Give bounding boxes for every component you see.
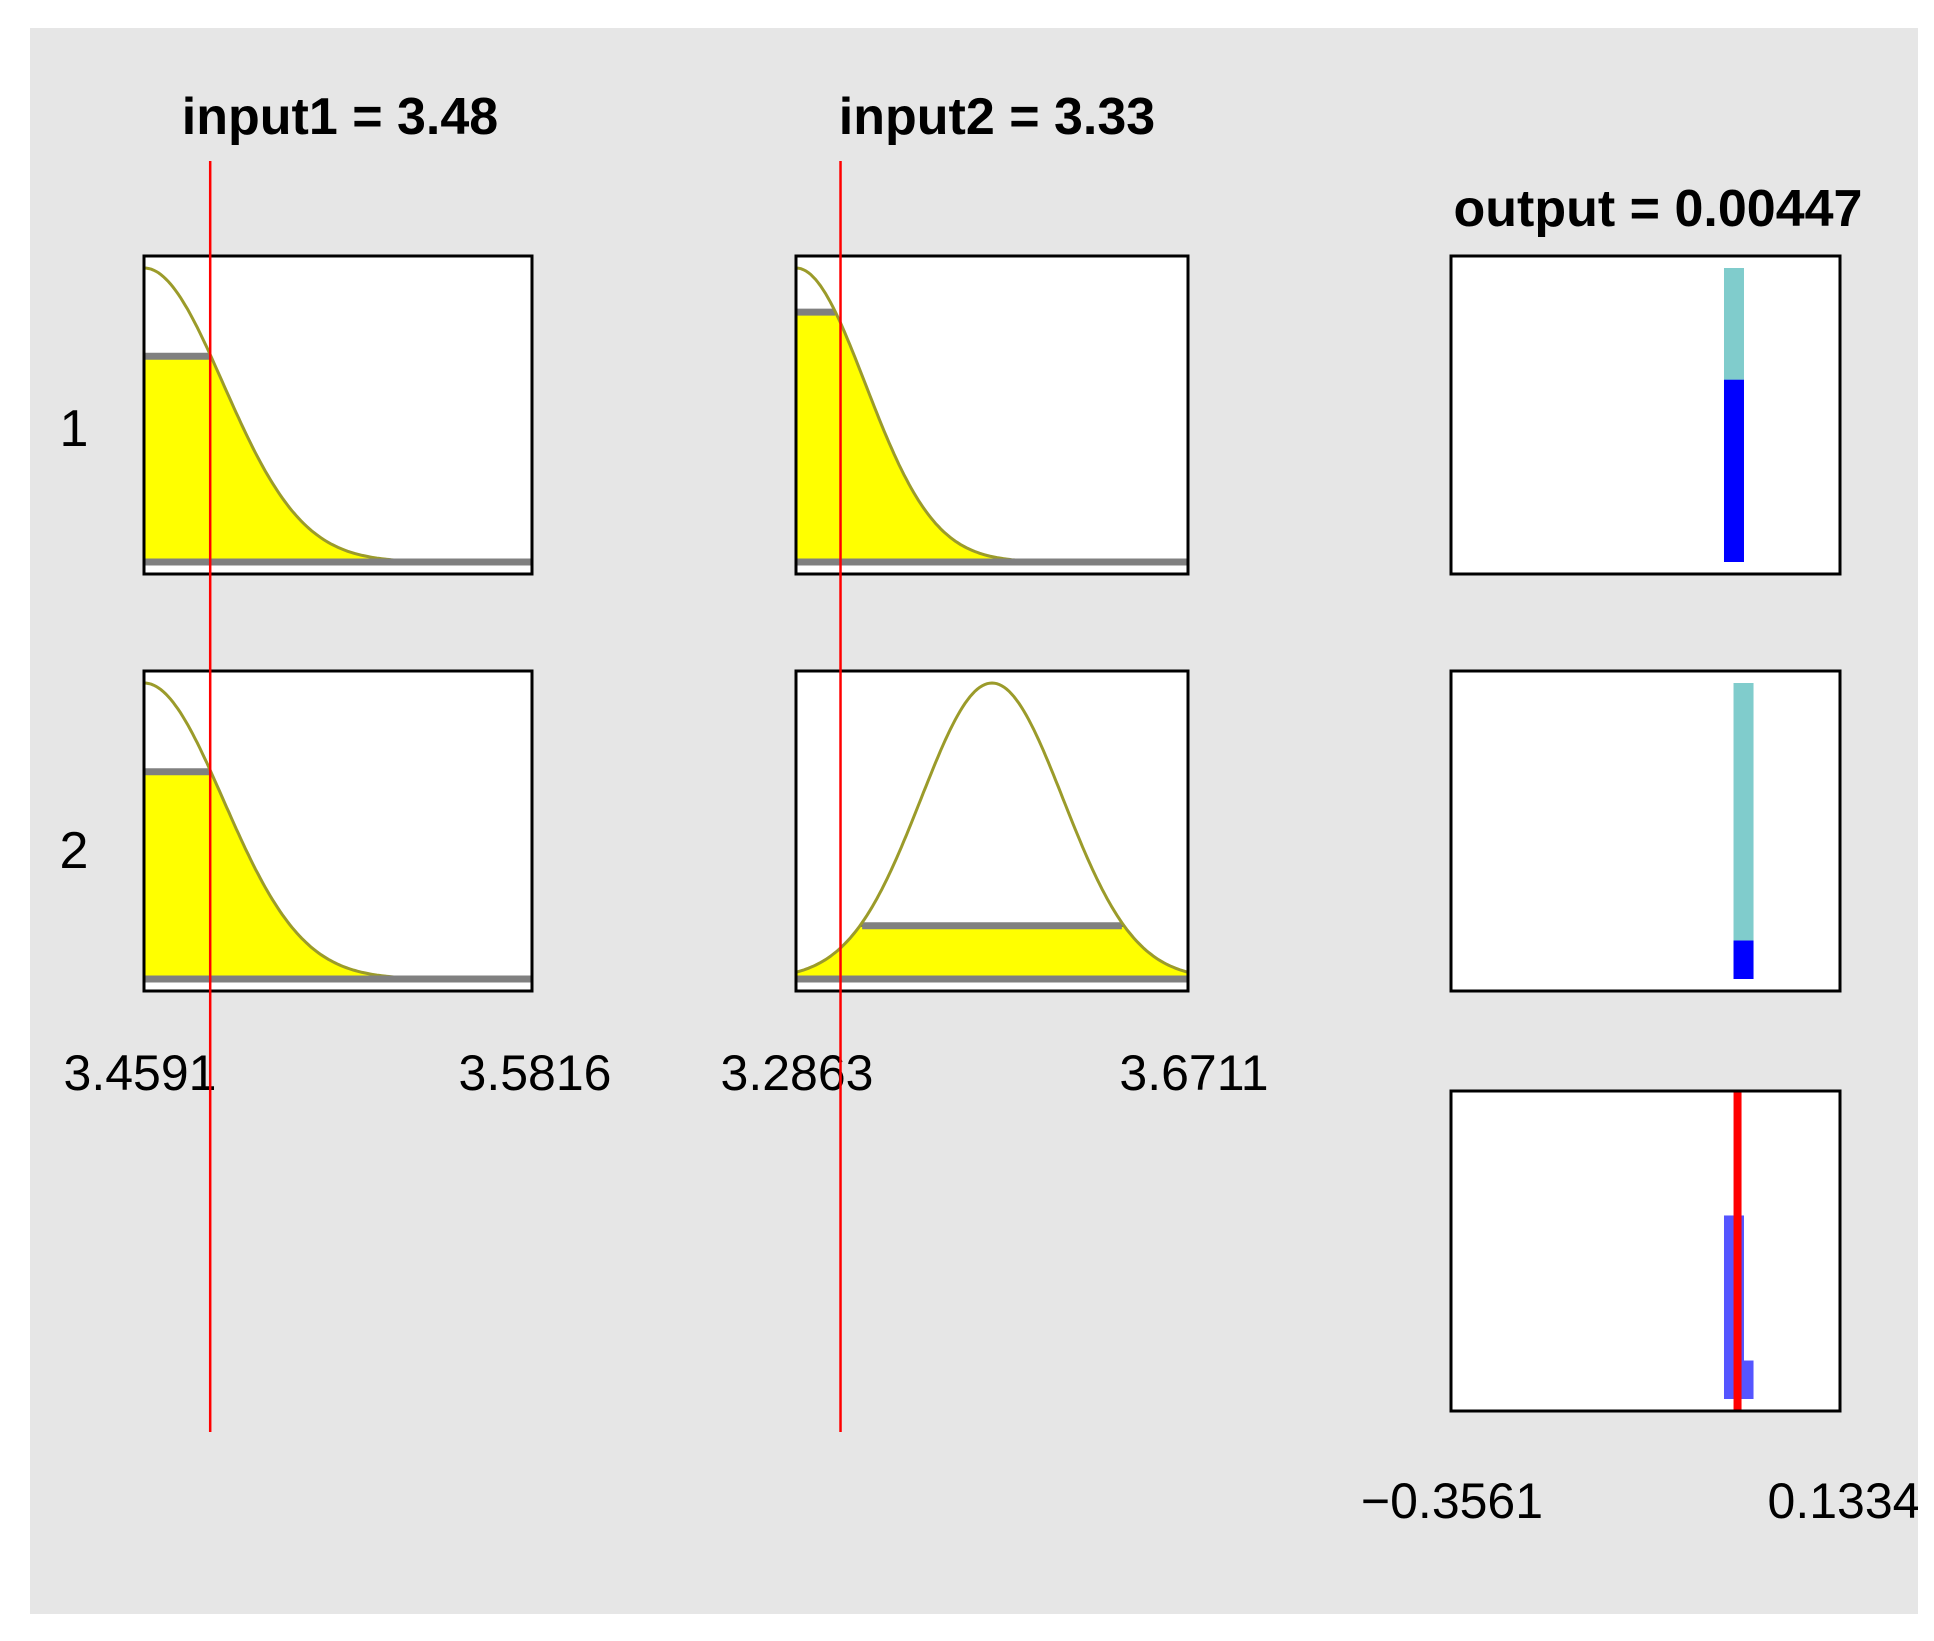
output-title: output = 0.00447 (1454, 180, 1863, 238)
input1-min-label: 3.4591 (64, 1045, 217, 1101)
output-aggregate-axes-bg (1451, 1091, 1840, 1411)
input2-min-label: 3.2863 (721, 1045, 874, 1101)
plots-layer (142, 161, 1842, 1432)
input2-max-label: 3.6711 (1119, 1045, 1268, 1101)
input2-title: input2 = 3.33 (839, 88, 1155, 146)
input2-rule2-axes-border (794, 669, 1190, 993)
input1-max-label: 3.5816 (459, 1045, 612, 1101)
output-rule2-singleton-clipped (1733, 940, 1754, 979)
input2-rule2-mf-curve (795, 681, 1189, 974)
output-rule1-singleton-clipped (1723, 379, 1744, 562)
input1-title: input1 = 3.48 (182, 88, 498, 146)
output-rule1-axes-bg (1451, 256, 1840, 574)
rule-viewer-chart: input1 = 3.48 input2 = 3.33 output = 0.0… (60, 88, 1918, 1529)
rule-number-2[interactable]: 2 (60, 822, 89, 880)
output-rule2-singleton-full (1733, 683, 1754, 979)
output-min-label: −0.3561 (1361, 1473, 1543, 1529)
output-max-label: 0.1334 (1768, 1473, 1918, 1529)
input1-rule1-axes-border (142, 254, 534, 576)
rule-viewer-panel: input1 = 3.48 input2 = 3.33 output = 0.0… (30, 28, 1918, 1614)
input2-rule1-axes-border (794, 254, 1190, 576)
rule-number-1[interactable]: 1 (60, 400, 89, 458)
input1-rule2-axes-border (142, 669, 534, 993)
output-aggregate-axes-border (1449, 1089, 1842, 1413)
output-rule1-axes-border (1449, 254, 1842, 576)
output-rule2-axes-bg (1451, 671, 1840, 991)
output-rule2-axes-border (1449, 669, 1842, 993)
